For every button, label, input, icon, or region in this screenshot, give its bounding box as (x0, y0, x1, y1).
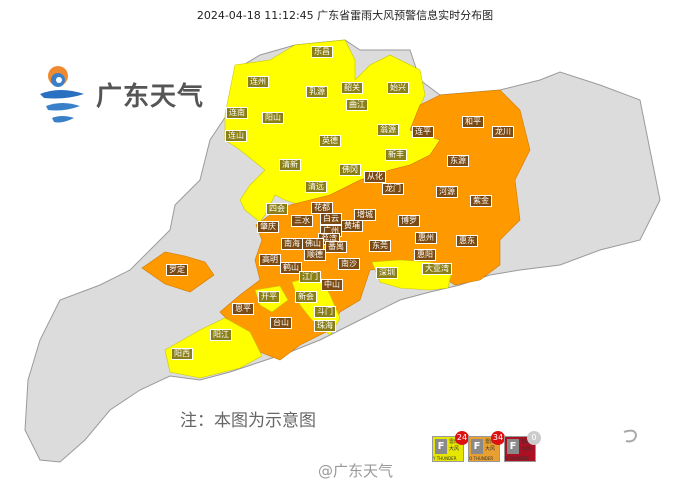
legend-item-orange[interactable]: F 雷雨大风 O THUNDER 34 (468, 431, 505, 462)
thunder-wind-icon: F (471, 439, 483, 454)
legend-en-text: THUNDER (509, 456, 529, 461)
weibo-watermark: @广东天气 (318, 462, 394, 480)
region-label: 佛冈 (339, 164, 361, 176)
region-label: 乐昌 (311, 46, 333, 58)
region-label: 台山 (270, 317, 292, 329)
region-label: 连南 (226, 107, 248, 119)
island-outline-icon (623, 429, 638, 443)
count-badge: 34 (491, 431, 505, 445)
region-label: 龙门 (382, 183, 404, 195)
region-label: 增城 (354, 209, 376, 221)
region-label: 龙川 (492, 126, 514, 138)
thunder-wind-icon: F (507, 439, 519, 454)
region-label: 乳源 (306, 86, 328, 98)
region-label: 和平 (462, 116, 484, 128)
region-label: 黄埔 (341, 220, 363, 232)
region-yellow-west-coast (164, 317, 263, 379)
region-label: 英德 (319, 135, 341, 147)
legend-code: Y (433, 456, 436, 461)
region-label: 清远 (305, 181, 327, 193)
legend-item-red[interactable]: F 雷雨大风 R THUNDER 0 (504, 431, 541, 462)
region-label: 阳西 (171, 348, 193, 360)
region-label: 惠州 (415, 232, 437, 244)
region-label: 连山 (225, 130, 247, 142)
count-badge: 0 (527, 431, 541, 445)
legend-code: O (469, 456, 473, 461)
region-label: 南海 (281, 238, 303, 250)
legend-code: R (505, 456, 508, 461)
logo-text: 广东天气 (96, 82, 205, 112)
region-label: 开平 (258, 291, 280, 303)
region-label: 新丰 (385, 149, 407, 161)
thunder-wind-icon: F (435, 439, 447, 454)
region-label: 始兴 (387, 82, 409, 94)
region-label: 博罗 (398, 215, 420, 227)
region-label: 番禺 (325, 241, 347, 253)
region-label: 斗门 (314, 306, 336, 318)
map-note: 注：本图为示意图 (180, 411, 316, 431)
region-label: 紫金 (470, 195, 492, 207)
region-label: 珠海 (314, 320, 336, 332)
region-label: 南沙 (338, 258, 360, 270)
legend-en: Y THUNDER (433, 456, 463, 461)
region-label: 连平 (412, 126, 434, 138)
count-badge: 24 (455, 431, 469, 445)
legend-en: R THUNDER (505, 456, 535, 461)
region-label: 东莞 (369, 240, 391, 252)
region-label: 河源 (436, 186, 458, 198)
region-label: 阳江 (210, 329, 232, 341)
region-label: 罗定 (166, 264, 188, 276)
region-label: 四会 (266, 203, 288, 215)
region-label: 大亚湾 (422, 263, 452, 275)
region-label: 惠东 (456, 235, 478, 247)
region-label: 中山 (321, 279, 343, 291)
region-label: 高明 (259, 254, 281, 266)
legend-item-yellow[interactable]: F 雷雨大风 Y THUNDER 24 (432, 431, 469, 462)
region-label: 三水 (291, 215, 313, 227)
region-label: 江门 (299, 271, 321, 283)
region-label: 白云 (320, 213, 342, 225)
region-label: 从化 (364, 171, 386, 183)
region-label: 连州 (247, 76, 269, 88)
title-text: 广东省雷雨大风预警信息实时分布图 (317, 9, 494, 22)
region-label: 曲江 (346, 99, 368, 111)
region-label: 顺德 (304, 249, 326, 261)
region-label: 清新 (279, 159, 301, 171)
region-label: 惠阳 (414, 249, 436, 261)
region-label: 深圳 (376, 267, 398, 279)
legend-en-text: THUNDER (473, 456, 494, 461)
region-label: 翁源 (377, 124, 399, 136)
region-label: 阳山 (262, 112, 284, 124)
legend-cn: 雷雨大风 (449, 439, 460, 452)
legend-cn: 雷雨大风 (521, 439, 532, 452)
map-title: 2024-04-18 11:12:45 广东省雷雨大风预警信息实时分布图 (0, 7, 690, 23)
region-label: 肇庆 (257, 221, 279, 233)
guangdong-weather-logo (40, 66, 84, 123)
legend-cn: 雷雨大风 (485, 439, 496, 452)
legend-en: O THUNDER (469, 456, 499, 461)
timestamp: 2024-04-18 11:12:45 (196, 9, 314, 22)
region-label: 新会 (295, 291, 317, 303)
legend-en-text: THUNDER (436, 456, 457, 461)
region-label: 恩平 (232, 303, 254, 315)
region-label: 鹤山 (280, 262, 302, 274)
region-label: 韶关 (341, 82, 363, 94)
region-label: 东源 (447, 155, 469, 167)
